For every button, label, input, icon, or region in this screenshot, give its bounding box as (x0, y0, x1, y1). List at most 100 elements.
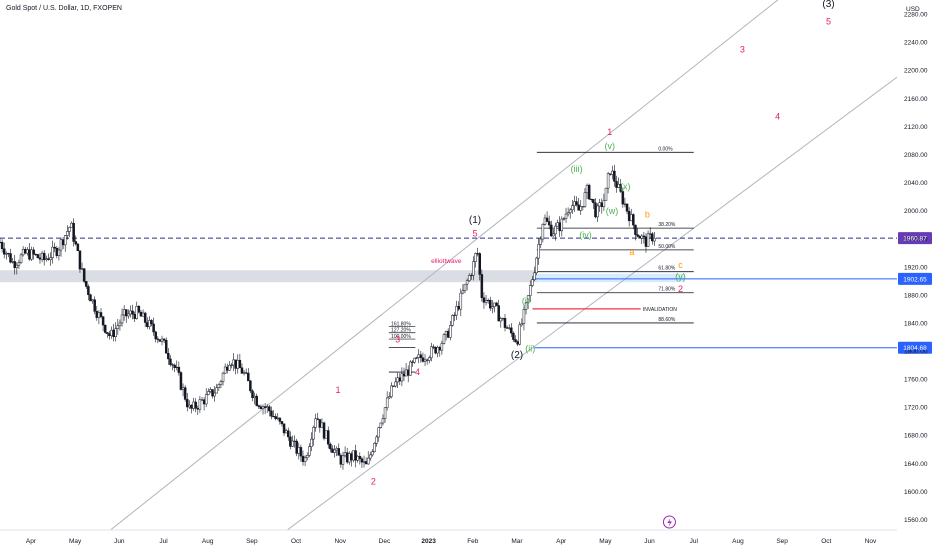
candle (228, 365, 231, 371)
candle (646, 233, 650, 247)
x-tick-label: Jul (690, 538, 699, 545)
candle (173, 364, 176, 368)
candle (61, 239, 65, 246)
wave-label: (v) (605, 141, 616, 151)
candle (653, 237, 656, 242)
wave-label: (ii) (525, 344, 535, 354)
candle (627, 211, 631, 222)
candle (642, 235, 646, 238)
x-tick-label: May (69, 538, 82, 545)
candle (17, 262, 21, 266)
candle (505, 327, 509, 329)
candle (402, 373, 406, 377)
candle (179, 372, 183, 390)
candle (303, 457, 307, 462)
wave-label: (1) (469, 215, 481, 226)
candle (28, 249, 31, 260)
candle (284, 430, 288, 434)
candle (240, 367, 244, 374)
candle (423, 359, 427, 362)
candle (91, 299, 94, 302)
candle (432, 346, 435, 348)
candle (274, 416, 277, 420)
candle (425, 359, 429, 361)
candle (623, 203, 627, 205)
candle (137, 305, 141, 313)
candle (560, 218, 564, 232)
wave-label: (iii) (571, 164, 583, 174)
candle (491, 306, 494, 309)
candle (587, 184, 591, 200)
candle (112, 329, 115, 337)
candle (49, 257, 52, 260)
candle (268, 406, 271, 412)
y-tick-label: 2160.00 (904, 96, 928, 103)
candle (211, 389, 214, 397)
wave-label: 4 (415, 367, 420, 377)
candle (38, 257, 42, 260)
x-tick-label: Jul (159, 538, 168, 545)
price-badge-label: 1902.65 (903, 276, 927, 283)
candle (312, 427, 315, 440)
candle (146, 322, 149, 327)
candle (42, 252, 46, 261)
candle (253, 395, 256, 398)
x-tick-label: Nov (334, 538, 346, 545)
candle (265, 406, 269, 408)
candle (339, 455, 343, 465)
candle (204, 394, 208, 405)
wave-label: (iv) (579, 230, 592, 240)
candle (358, 456, 362, 459)
candle (636, 234, 639, 237)
candle (499, 318, 503, 322)
candle (394, 381, 397, 387)
candle (5, 253, 8, 255)
candle (644, 236, 648, 247)
candle (463, 283, 467, 291)
candle (364, 461, 368, 465)
wave-label: 1 (336, 385, 341, 395)
candle (120, 314, 124, 324)
candle (158, 339, 162, 342)
candle (632, 214, 635, 226)
candle (352, 450, 355, 461)
candle (482, 297, 486, 303)
candle (497, 305, 500, 322)
wave-label: (x) (620, 182, 631, 192)
candle (154, 331, 157, 340)
candle (97, 312, 101, 318)
candle (190, 404, 193, 409)
candle (592, 199, 595, 204)
x-tick-label: Sep (776, 538, 788, 545)
y-tick-label: 2280.00 (904, 12, 928, 19)
candle (550, 224, 553, 237)
candle (516, 341, 519, 345)
candle (474, 253, 477, 262)
candle (82, 268, 86, 282)
candle (280, 421, 284, 425)
candle (472, 261, 475, 276)
fib-label: 61.80% (658, 266, 676, 272)
candle (619, 183, 622, 192)
candle (247, 372, 250, 382)
candle (244, 372, 248, 374)
candle (57, 249, 61, 256)
candle (606, 173, 610, 189)
candle (343, 452, 347, 457)
candle (234, 359, 237, 369)
x-tick-label: May (599, 538, 612, 545)
candle (135, 305, 139, 319)
x-tick-label: Mar (511, 538, 523, 545)
candle (406, 369, 410, 376)
candle (345, 452, 349, 463)
candle (400, 373, 404, 382)
candle (133, 314, 136, 319)
y-tick-label: 1640.00 (904, 461, 928, 468)
candle (76, 243, 80, 252)
candle (331, 448, 334, 453)
candle (141, 312, 145, 317)
candle (263, 406, 267, 408)
candle (257, 405, 261, 407)
candle (512, 332, 515, 340)
